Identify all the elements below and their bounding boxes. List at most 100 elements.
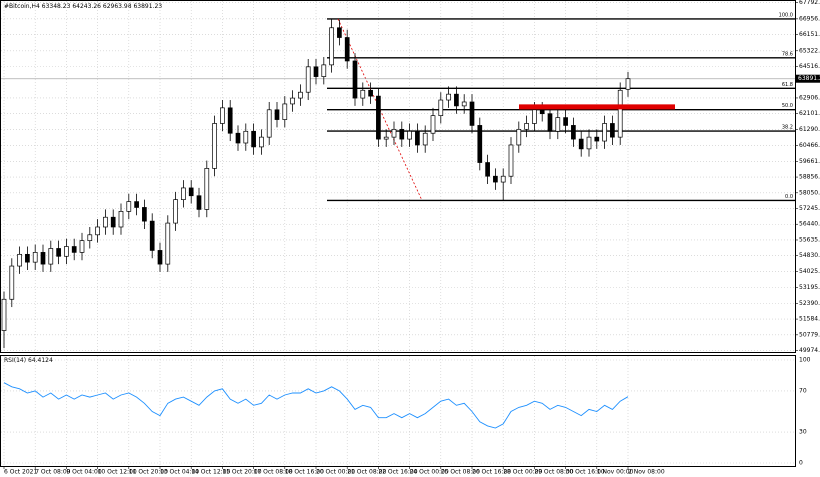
x-tick-label: 13 Oct 04:00	[160, 469, 199, 476]
candle-body	[235, 132, 241, 144]
candle-body	[1, 298, 7, 331]
y-tick-label: 54025.00	[799, 268, 820, 275]
candle-body	[578, 138, 584, 150]
candle-body	[196, 195, 202, 210]
fib-level-label: 38.2	[782, 125, 793, 131]
y-tick-label: 53195.20	[799, 284, 820, 291]
x-tick-label: 10 Oct 12:00	[98, 469, 137, 476]
x-tick-label: 20 Oct 00:00	[316, 469, 355, 476]
candle-body	[79, 240, 85, 253]
candle-body	[266, 109, 272, 138]
ohlc-close: 63891.23	[133, 3, 162, 10]
candle-body	[485, 162, 490, 177]
candle-body	[227, 107, 233, 134]
candle-body	[376, 95, 381, 140]
y-tick-label: 59661.60	[799, 158, 820, 165]
y-tick-label: 62101.20	[799, 110, 820, 117]
fib-level-label: 50.0	[782, 103, 793, 109]
chart-header: #Bitcoin,H4 63348.23 64243.26 62963.98 6…	[4, 3, 162, 10]
fib-trend-line	[337, 18, 423, 201]
x-tick-label: 17 Oct 08:00	[254, 469, 293, 476]
x-tick-label: 1 Nov 00:00	[597, 469, 634, 476]
candle-body	[602, 123, 607, 142]
candle-body	[383, 136, 389, 140]
y-tick-label: 58050.80	[799, 189, 820, 196]
candle-body	[9, 265, 15, 300]
rsi-tick-label: 100	[799, 357, 811, 364]
candle-body	[391, 128, 397, 138]
candle-body	[500, 175, 506, 183]
candle-body	[48, 248, 54, 265]
candle-body	[305, 66, 311, 93]
candle-body	[298, 91, 303, 99]
candle-body	[555, 117, 561, 132]
candle-body	[415, 130, 420, 146]
candle-body	[259, 136, 264, 148]
candle-body	[126, 201, 132, 212]
candle-body	[204, 168, 210, 210]
rsi-tick-label: 0	[799, 460, 803, 467]
y-tick-label: 64516.80	[799, 63, 820, 70]
candle-body	[352, 60, 358, 99]
x-tick-label: 24 Oct 00:00	[410, 469, 449, 476]
candle-body	[149, 220, 155, 251]
candle-body	[181, 187, 186, 200]
candle-body	[469, 101, 475, 126]
candle-body	[313, 66, 319, 77]
candle-body	[212, 123, 217, 169]
candle-body	[290, 97, 295, 105]
y-tick-label: 58856.00	[799, 174, 820, 181]
y-tick-label: 50779.60	[799, 331, 820, 338]
y-tick-label: 52390.00	[799, 300, 820, 307]
y-tick-label: 67792.00	[799, 0, 820, 6]
candle-body	[188, 187, 194, 197]
candle-body	[508, 144, 514, 177]
fib-level-label: 100.0	[779, 12, 793, 18]
fib-level-label: 78.6	[782, 51, 793, 57]
candle-body	[430, 115, 436, 134]
candle-body	[274, 109, 280, 120]
candle-body	[399, 128, 405, 140]
candle-body	[118, 211, 124, 228]
candle-body	[40, 252, 46, 265]
candle-body	[321, 64, 327, 77]
candle-body	[524, 123, 529, 130]
y-tick-label: 55635.20	[799, 236, 820, 243]
candle-body	[446, 93, 451, 101]
x-tick-label: 21 Oct 08:00	[347, 469, 386, 476]
main-panel	[0, 0, 796, 353]
ohlc-high: 64243.26	[72, 3, 101, 10]
symbol: #Bitcoin,H4	[4, 3, 40, 10]
rsi-panel	[0, 355, 796, 467]
x-tick-label: 29 Oct 08:00	[534, 469, 573, 476]
x-tick-label: 11 Oct 20:00	[129, 469, 168, 476]
candle-body	[337, 27, 342, 38]
candle-body	[87, 234, 93, 242]
candle-body	[103, 216, 108, 228]
y-tick-label: 66956.00	[799, 15, 820, 22]
rsi-line	[3, 382, 629, 429]
candle-body	[165, 222, 171, 265]
y-tick-label: 56440.40	[799, 221, 820, 228]
candle-body	[251, 130, 256, 148]
candle-body	[157, 250, 163, 265]
y-tick-label: 66151.60	[799, 31, 820, 38]
x-tick-label: 25 Oct 08:00	[441, 469, 480, 476]
y-tick-label: 54830.00	[799, 252, 820, 259]
candle-body	[493, 175, 498, 183]
current-price-box	[796, 74, 820, 83]
x-tick-label: 6 Oct 2021	[4, 469, 37, 476]
x-tick-label: 15 Oct 20:00	[222, 469, 261, 476]
y-tick-label: 65322.00	[799, 47, 820, 54]
x-tick-label: 14 Oct 12:00	[191, 469, 230, 476]
x-tick-label: 22 Oct 16:00	[378, 469, 417, 476]
candle-body	[563, 117, 568, 126]
candle-body	[243, 130, 249, 144]
candle-body	[32, 252, 38, 263]
x-tick-label: 2 Nov 08:00	[628, 469, 665, 476]
current-price-label: 63891.23	[798, 75, 820, 82]
ohlc-low: 62963.98	[103, 3, 132, 10]
candle-body	[71, 246, 77, 253]
candle-body	[368, 89, 373, 97]
resistance-zone	[519, 104, 675, 110]
